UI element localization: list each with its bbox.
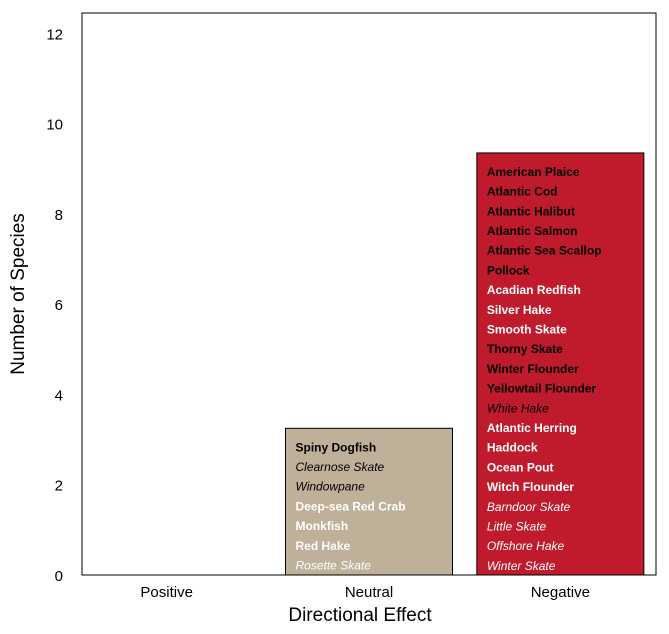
species-label: Monkfish (296, 519, 349, 533)
species-label: Winter Flounder (487, 362, 579, 376)
species-label: Little Skate (487, 520, 547, 534)
species-label: Offshore Hake (487, 539, 565, 553)
species-label: Pollock (487, 263, 530, 277)
y-tick-label: 2 (55, 478, 63, 495)
species-label: Deep-sea Red Crab (296, 499, 406, 513)
y-tick-label: 8 (55, 207, 63, 224)
species-label: Atlantic Herring (487, 421, 577, 435)
y-axis-ticks: 0 2 4 6 8 10 12 (46, 26, 63, 585)
bar-neutral (285, 427, 453, 576)
species-label: Barndoor Skate (487, 500, 571, 514)
species-label: Ocean Pout (487, 460, 554, 474)
species-label: Silver Hake (487, 303, 552, 317)
species-label: Atlantic Cod (487, 185, 558, 199)
species-label: Windowpane (296, 480, 366, 494)
y-axis-title: Number of Species (8, 213, 29, 375)
x-tick-label: Positive (140, 584, 193, 601)
species-label: Winter Skate (487, 559, 556, 573)
y-tick-label: 12 (46, 26, 63, 43)
y-tick-label: 4 (55, 387, 63, 404)
y-tick-label: 0 (55, 568, 63, 585)
species-label: Atlantic Salmon (487, 224, 578, 238)
species-label: Thorny Skate (487, 342, 563, 356)
species-label: Witch Flounder (487, 480, 575, 494)
x-tick-label: Neutral (345, 584, 393, 601)
x-tick-label: Negative (531, 584, 590, 601)
species-label: Yellowtail Flounder (487, 382, 597, 396)
x-axis-title: Directional Effect (288, 605, 432, 626)
species-label: Rosette Skate (296, 558, 372, 572)
species-label: Clearnose Skate (296, 460, 385, 474)
species-label: Atlantic Halibut (487, 204, 575, 218)
bars: Spiny Dogfish Clearnose Skate Windowpane De… (285, 152, 645, 576)
species-label: American Plaice (487, 165, 580, 179)
species-label: Spiny Dogfish (296, 440, 377, 454)
x-axis-ticks: Positive Neutral Negative (140, 584, 590, 601)
species-label: Acadian Redfish (487, 283, 581, 297)
species-label: Red Hake (296, 539, 351, 553)
species-label: White Hake (487, 401, 549, 415)
y-tick-label: 6 (55, 297, 63, 314)
species-label: Smooth Skate (487, 323, 567, 337)
species-label: Haddock (487, 441, 538, 455)
bar-negative (476, 152, 645, 576)
species-label: Atlantic Sea Scallop (487, 244, 602, 258)
y-tick-label: 10 (46, 117, 63, 134)
